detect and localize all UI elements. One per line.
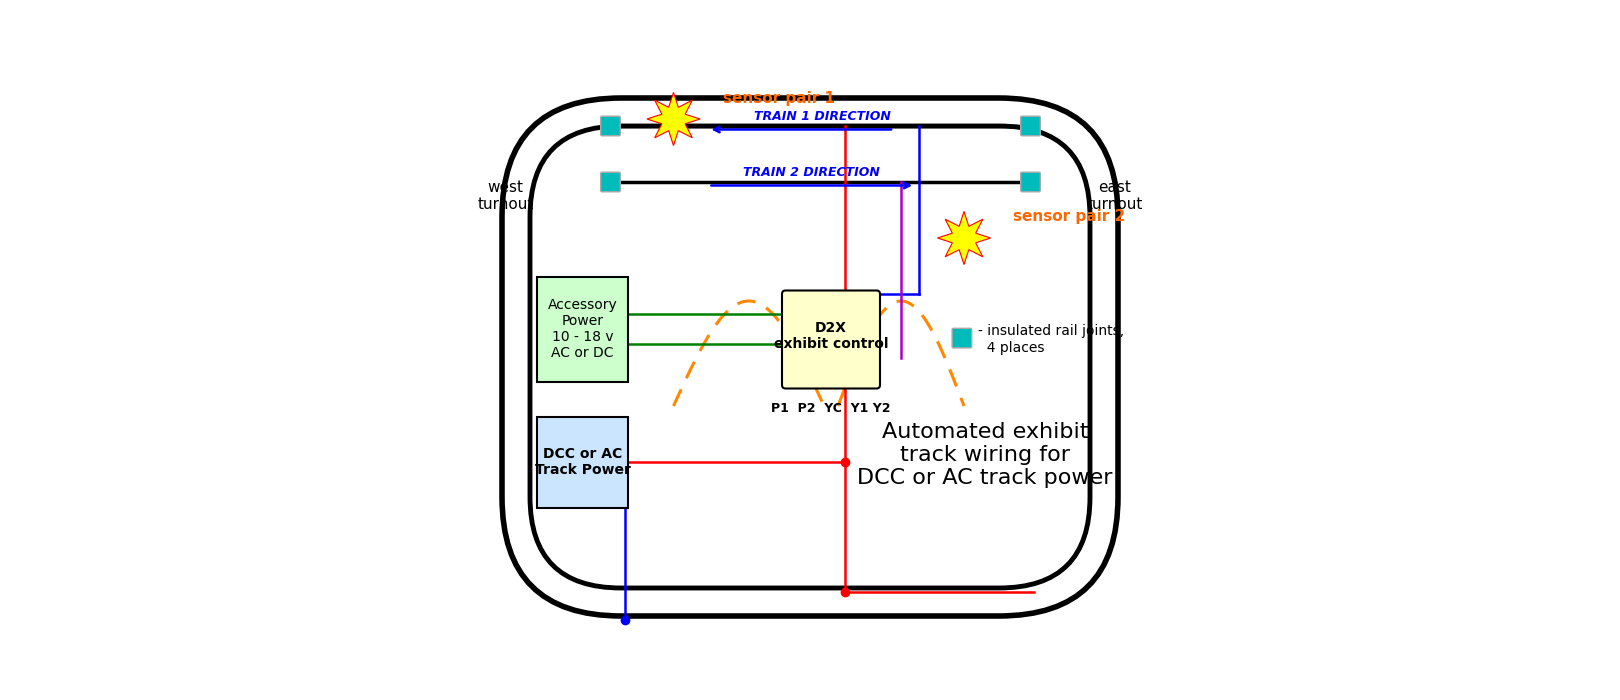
Polygon shape: [938, 211, 990, 265]
Text: D2X
exhibit control: D2X exhibit control: [774, 321, 888, 351]
Text: TRAIN 2 DIRECTION: TRAIN 2 DIRECTION: [744, 165, 880, 178]
FancyBboxPatch shape: [953, 328, 972, 348]
FancyBboxPatch shape: [601, 116, 620, 136]
Text: Automated exhibit
track wiring for
DCC or AC track power: Automated exhibit track wiring for DCC o…: [857, 422, 1113, 488]
Text: TRAIN 1 DIRECTION: TRAIN 1 DIRECTION: [753, 109, 891, 122]
FancyBboxPatch shape: [536, 276, 629, 382]
Text: sensor pair 2: sensor pair 2: [1012, 209, 1126, 225]
FancyBboxPatch shape: [601, 172, 620, 192]
Polygon shape: [646, 92, 700, 146]
Text: west
turnout: west turnout: [478, 180, 533, 212]
Text: east
turnout: east turnout: [1087, 180, 1142, 212]
Text: Accessory
Power
10 - 18 v
AC or DC: Accessory Power 10 - 18 v AC or DC: [548, 298, 617, 360]
Text: - insulated rail joints,
  4 places: - insulated rail joints, 4 places: [978, 324, 1124, 355]
FancyBboxPatch shape: [782, 290, 880, 389]
FancyBboxPatch shape: [536, 416, 629, 508]
Text: P1  P2  YC  Y1 Y2: P1 P2 YC Y1 Y2: [771, 402, 891, 416]
FancyBboxPatch shape: [1021, 116, 1040, 136]
Text: DCC or AC
Track Power: DCC or AC Track Power: [535, 447, 630, 477]
Text: sensor pair 1: sensor pair 1: [723, 90, 834, 106]
FancyBboxPatch shape: [1021, 172, 1040, 192]
